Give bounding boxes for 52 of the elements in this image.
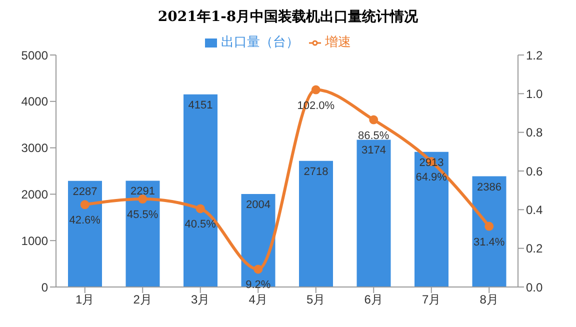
- data-label: 2287: [72, 186, 98, 198]
- data-label: 42.6%: [69, 214, 101, 227]
- bar: [299, 160, 333, 287]
- y-tick-label: 2000: [21, 187, 48, 202]
- point: [254, 264, 263, 274]
- y-tick-label: 4000: [21, 94, 48, 109]
- x-tick-label: 7月: [422, 292, 441, 307]
- y2-tick-label: 0.6: [526, 164, 544, 178]
- bar: [356, 140, 391, 287]
- bar: [414, 152, 448, 287]
- point: [80, 200, 90, 210]
- data-label: 31.4%: [474, 236, 505, 248]
- x-tick-label: 5月: [306, 292, 326, 307]
- data-label: 2004: [246, 199, 270, 212]
- x-tick-label: 1月: [76, 292, 94, 307]
- bar: [241, 194, 276, 287]
- x-tick-label: 6月: [364, 292, 383, 307]
- point: [138, 194, 148, 204]
- x-tick-label: 8月: [480, 292, 498, 307]
- point: [369, 115, 378, 124]
- y-tick-label: 3000: [21, 141, 48, 156]
- data-label: 86.5%: [358, 130, 390, 142]
- y2-tick-label: 0.2: [526, 242, 544, 256]
- data-label: 2386: [477, 181, 502, 194]
- point: [484, 222, 494, 231]
- data-label: 2291: [130, 186, 155, 198]
- x-tick-label: 2月: [133, 292, 152, 307]
- y2-tick-label: 1.0: [526, 86, 544, 101]
- bar: [126, 180, 160, 287]
- y2-tick-label: 1.2: [526, 48, 544, 62]
- chart-title: 2021年1-8月中国装载机出口量统计情况: [156, 8, 420, 27]
- data-label: 3174: [362, 144, 386, 157]
- bar: [472, 176, 506, 287]
- legend-label: 增速: [325, 34, 351, 49]
- bar: [68, 180, 102, 287]
- x-tick-label: 3月: [191, 292, 210, 307]
- data-label: 45.5%: [127, 209, 158, 222]
- bar: [184, 94, 218, 287]
- y2-tick-label: 0.4: [526, 202, 544, 217]
- legend-label: 出口量（台）: [221, 34, 299, 49]
- y-tick-label: 1000: [21, 234, 48, 248]
- y-tick-label: 0: [41, 280, 48, 294]
- data-label: 4151: [188, 99, 213, 112]
- y2-tick-label: 0.0: [526, 280, 544, 294]
- data-label: 2718: [304, 166, 328, 178]
- y-tick-label: 5000: [21, 48, 48, 62]
- data-label: 40.5%: [184, 218, 216, 231]
- point: [311, 85, 320, 94]
- data-label: 64.9%: [416, 172, 448, 184]
- point: [196, 204, 205, 214]
- x-tick-label: 4月: [248, 292, 268, 307]
- y2-tick-label: 0.8: [526, 126, 544, 140]
